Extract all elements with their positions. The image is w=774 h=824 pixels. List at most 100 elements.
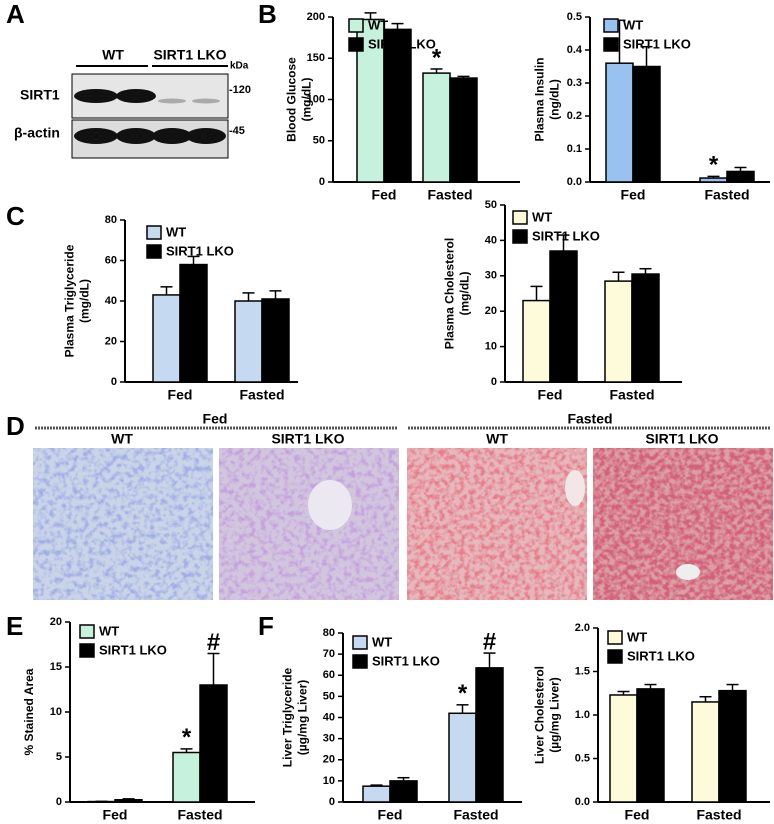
y-tick-label: 80 [323, 627, 335, 639]
significance-mark: * [432, 44, 442, 71]
y-tick-label: 10 [50, 706, 62, 718]
error-bar [180, 748, 193, 753]
error-bar [483, 652, 496, 668]
legend-label: SIRT1 LKO [368, 36, 436, 51]
bar [448, 712, 477, 803]
blot-group: WT [102, 47, 124, 63]
y-tick-label: 20 [50, 616, 62, 628]
y-tick-label: 100 [307, 93, 325, 105]
error-bar [457, 75, 470, 79]
legend-swatch [607, 649, 623, 664]
error-bar [617, 690, 630, 695]
unit: kDa [230, 61, 249, 72]
y-axis-title-line: Plasma Insulin [533, 57, 547, 141]
y-tick-label: 0.3 [567, 77, 582, 89]
y-axis-title-line: (mg/dL) [78, 279, 92, 323]
x-tick-label: Fed [621, 187, 646, 203]
y-axis-title-line: (µg/mg Liver) [548, 677, 562, 753]
y-tick-label: 2.0 [575, 622, 590, 634]
y-axis-title: Blood Glucose(mg/dL) [285, 57, 314, 142]
error-bar [640, 45, 653, 67]
x-tick-label: Fasted [704, 187, 749, 203]
y-axis-title-line: Liver Cholesterol [533, 666, 547, 764]
group-label: WT [486, 431, 508, 447]
error-bar [699, 695, 712, 702]
y-tick-label: 20 [105, 335, 117, 347]
bar [114, 799, 143, 803]
y-tick-label: 0.2 [567, 110, 582, 122]
y-axis-title: Liver Cholesterol(µg/mg Liver) [533, 666, 562, 764]
y-tick-label: 50 [313, 135, 325, 147]
bar [234, 300, 263, 383]
x-tick-label: Fasted [177, 807, 222, 823]
band [74, 89, 118, 103]
legend-label: WT [623, 17, 643, 32]
y-axis-title: Plasma Insulin(ng/dL) [533, 57, 562, 141]
error-bar [122, 798, 135, 800]
y-tick-label: 15 [50, 661, 62, 673]
band [186, 128, 226, 144]
histology: Fed Fasted WT SIRT1 LKO WT SIRT1 LKO [33, 411, 773, 600]
vessel [308, 480, 352, 530]
panel-letter: C [6, 201, 25, 231]
vessel [676, 564, 700, 580]
legend-label: SIRT1 LKO [372, 653, 440, 668]
y-axis-title-line: (ng/dL) [548, 79, 562, 120]
y-tick-label: 40 [105, 295, 117, 307]
y-axis-title: Plasma Cholesterol(mg/dL) [443, 238, 472, 349]
x-tick-label: Fasted [696, 807, 741, 823]
bar [636, 688, 665, 803]
error-bar [530, 285, 543, 301]
error-bar [726, 683, 739, 691]
x-tick-label: Fed [103, 807, 128, 823]
bar [522, 299, 551, 383]
y-tick-label: 0.5 [567, 11, 582, 23]
condition-label: Fasted [567, 411, 612, 427]
legend-swatch [512, 210, 528, 225]
y-tick-label: 20 [485, 305, 497, 317]
bar [172, 751, 201, 803]
y-axis-title: % Stained Area [22, 668, 36, 755]
band [192, 98, 220, 104]
y-axis-title-line: (mg/dL) [458, 272, 472, 316]
bar [199, 684, 228, 803]
legend-label: SIRT1 LKO [623, 36, 691, 51]
error-bar [187, 255, 200, 265]
vessel [565, 470, 585, 506]
y-axis-title-line: Blood Glucose [285, 57, 299, 142]
group-label: SIRT1 LKO [645, 431, 718, 447]
bar [726, 170, 755, 183]
y-tick-label: 50 [485, 199, 497, 211]
legend-swatch [348, 18, 364, 33]
error-bar [639, 267, 652, 275]
band [152, 128, 192, 144]
error-bar [456, 704, 469, 714]
panel-letter: D [6, 411, 25, 441]
y-tick-label: 20 [323, 754, 335, 766]
legend-swatch [352, 654, 368, 669]
y-axis-title-line: Plasma Cholesterol [443, 238, 457, 349]
y-tick-label: 50 [323, 690, 335, 702]
error-bar [707, 175, 720, 179]
y-tick-label: 0 [319, 176, 325, 188]
error-bar [370, 784, 383, 787]
error-bar [242, 292, 255, 301]
significance-mark: * [458, 680, 468, 707]
y-tick-label: 0.1 [567, 143, 582, 155]
bar [475, 667, 504, 803]
bar [632, 65, 661, 183]
significance-mark: # [483, 628, 496, 655]
band [158, 98, 186, 104]
error-bar [397, 776, 410, 781]
x-tick-label: Fasted [453, 807, 498, 823]
panel-letter: F [258, 611, 274, 641]
y-axis-title: Plasma Triglyceride(mg/dL) [63, 244, 92, 357]
bar [383, 28, 412, 183]
y-tick-label: 30 [323, 733, 335, 745]
bar [631, 273, 660, 383]
bar [609, 694, 638, 803]
legend-label: SIRT1 LKO [532, 228, 600, 243]
y-axis-title-line: % Stained Area [22, 668, 36, 755]
legend-swatch [79, 643, 95, 658]
